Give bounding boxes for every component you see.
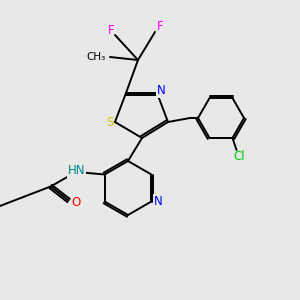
- Text: N: N: [157, 85, 165, 98]
- Text: F: F: [157, 20, 163, 34]
- Text: Cl: Cl: [234, 150, 245, 164]
- Text: HN: HN: [68, 164, 85, 177]
- Text: F: F: [108, 23, 114, 37]
- Text: CH₃: CH₃: [86, 52, 106, 62]
- Text: S: S: [106, 116, 114, 128]
- Text: N: N: [154, 195, 163, 208]
- Text: O: O: [71, 196, 80, 209]
